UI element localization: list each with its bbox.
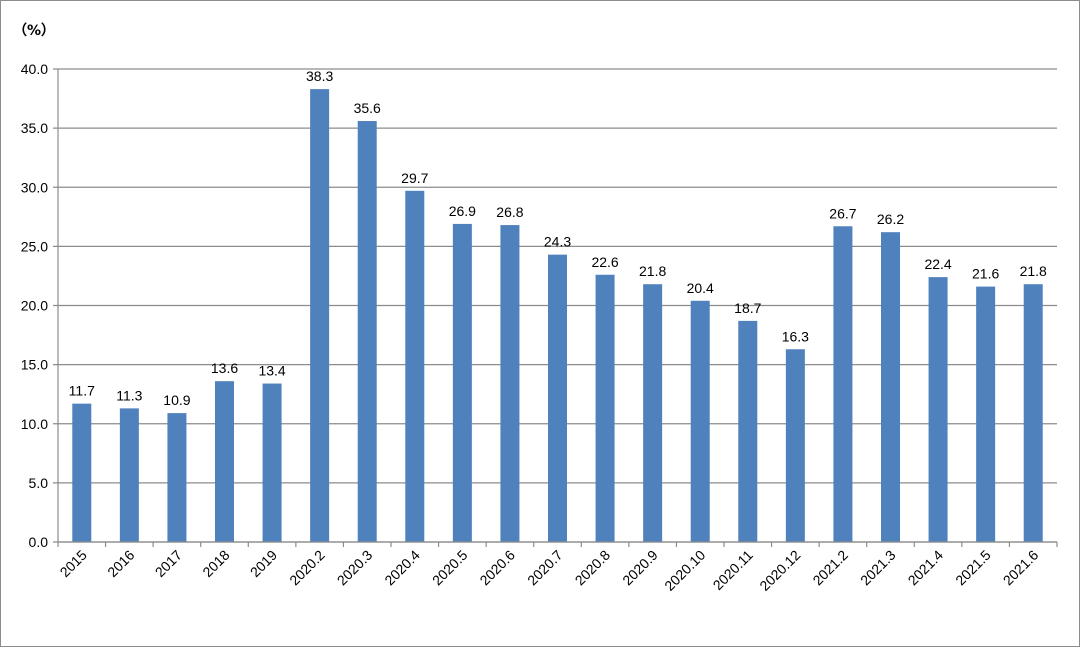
bar-value-label: 13.6 [211,360,238,376]
x-tick-label: 2015 [57,547,90,580]
x-tick-label: 2020.4 [381,547,423,589]
y-tick-label: 20.0 [21,298,48,314]
x-tick-label: 2020.6 [476,547,518,589]
x-tick-label: 2021.6 [1000,547,1042,589]
bar-value-label: 21.6 [972,266,999,282]
bar-value-label: 11.3 [116,387,142,403]
x-tick-label: 2020.9 [619,547,661,589]
bar [167,413,187,542]
x-tick-label: 2020.3 [334,547,376,589]
bar [690,300,710,542]
bar-value-label: 22.4 [924,256,951,272]
bar-value-label: 26.7 [829,205,856,221]
bar-value-label: 26.8 [496,204,523,220]
bar-value-label: 24.3 [544,234,571,250]
bar [500,225,520,542]
bar [833,226,853,542]
value-labels: 11.7 11.3 10.9 13.6 13.4 38.3 35.6 29.7 26.9 26.8… [69,68,1047,408]
x-tick-label: 2021.2 [809,547,851,589]
bar-value-label: 18.7 [734,300,761,316]
x-tick-label: 2020.8 [572,547,614,589]
bar [738,320,758,542]
y-tick-label: 15.0 [21,357,48,373]
y-tick-label: 10.0 [21,416,48,432]
bar [262,383,282,542]
x-tick-label: 2016 [104,547,137,580]
x-tick-label: 2020.11 [710,547,757,594]
bar [215,381,234,542]
bar-value-label: 10.9 [163,392,190,408]
x-tick-label: 2017 [152,547,185,580]
x-tick-label: 2019 [247,547,280,580]
x-tick-label: 2020.12 [756,547,803,594]
bar [976,286,996,542]
bar-value-label: 21.8 [1020,263,1047,279]
x-tick-label: 2021.5 [952,547,994,589]
bar-value-label: 29.7 [401,170,428,186]
bar [1023,284,1043,542]
y-axis-unit-label: （%） [13,23,55,39]
bar [548,254,567,542]
x-tick-label: 2020.5 [429,547,471,589]
y-tick-label: 30.0 [21,179,48,195]
y-tick-label: 25.0 [21,238,48,254]
bar-value-label: 22.6 [591,254,618,270]
bar [643,284,663,542]
bar [785,349,805,542]
x-tick-label: 2020.10 [661,547,708,594]
bar [405,190,425,543]
x-tick-label: 2021.3 [857,547,899,589]
bar [595,274,615,542]
bar [357,121,377,542]
bar-value-label: 16.3 [782,328,809,344]
x-axis-ticks: 2015 2016 2017 2018 2019 2020.2 2020.3 2020.4 20… [57,547,1042,594]
y-tick-label: 5.0 [29,475,49,491]
y-tick-label: 40.0 [21,61,48,77]
bar [881,232,900,542]
x-tick-label: 2018 [199,547,232,580]
bars [72,89,1043,543]
y-axis-ticks: 0.0 5.0 10.0 15.0 20.0 25.0 30.0 35.0 40.0 [21,61,48,550]
x-axis [57,541,1058,547]
x-tick-label: 2021.4 [905,547,947,589]
x-tick-label: 2020.7 [524,547,566,589]
bar-value-label: 21.8 [639,263,666,279]
bar-value-label: 13.4 [258,363,285,379]
y-tick-label: 0.0 [29,534,49,550]
bar [119,408,139,542]
bar [452,223,472,542]
bar-value-label: 38.3 [306,68,333,84]
bar-value-label: 26.2 [877,211,904,227]
bar [72,403,92,542]
x-tick-label: 2020.2 [286,547,328,589]
bar [310,89,330,542]
bar-value-label: 11.7 [69,383,95,399]
bar-value-label: 26.9 [449,203,476,219]
y-tick-label: 35.0 [21,120,48,136]
bar-value-label: 20.4 [687,280,714,296]
bar-value-label: 35.6 [354,100,381,116]
bar [928,277,948,542]
